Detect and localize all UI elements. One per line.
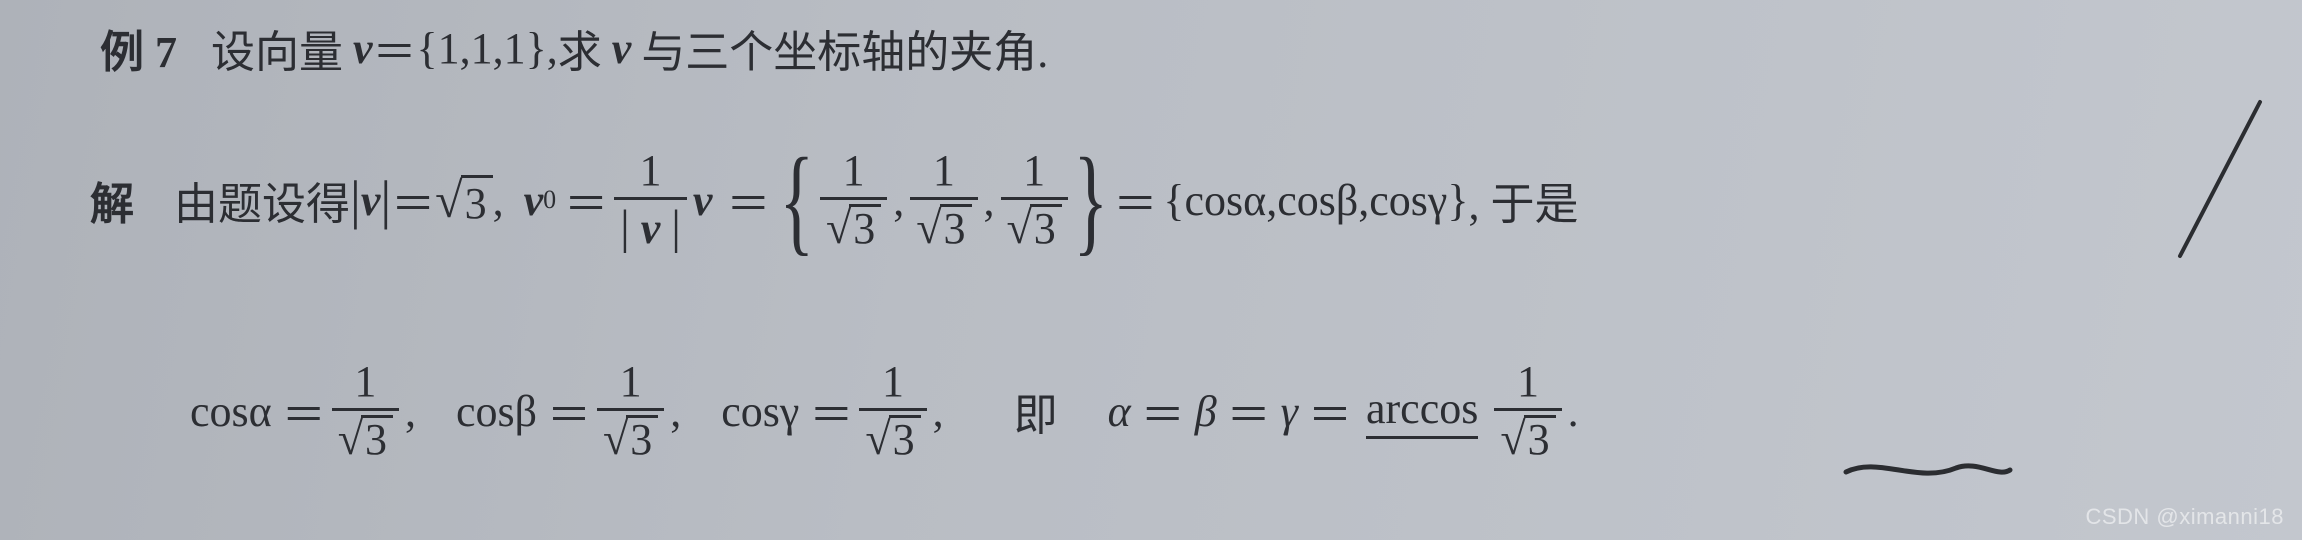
text: 由题设得 (174, 168, 350, 232)
abs-close: | (380, 169, 391, 231)
text-ji: 即 (1014, 379, 1058, 443)
period: . (1568, 386, 1579, 437)
equals: ＝ (809, 379, 853, 443)
brace-close: } (1073, 140, 1108, 260)
brace-open: { (417, 23, 438, 74)
equals: ＝ (1308, 379, 1352, 443)
brace-open: { (1163, 175, 1184, 226)
cos-alpha: cosα (190, 386, 272, 437)
equals: ＝ (373, 16, 417, 80)
vector-v: v (353, 23, 373, 74)
comma: , (893, 175, 904, 226)
comma: , (405, 386, 416, 437)
comma: , (933, 386, 944, 437)
vector-v: v (612, 23, 632, 74)
brace-open: { (780, 140, 815, 260)
equals: ＝ (282, 379, 326, 443)
cos-beta: cosβ (1277, 175, 1358, 226)
comma: , (547, 23, 558, 74)
brace-close: } (526, 23, 547, 74)
fraction-1-over-sqrt3: 1 √3 (597, 360, 664, 462)
solution-label: 解 (90, 168, 134, 232)
alpha: α (1108, 386, 1131, 437)
beta: β (1195, 386, 1217, 437)
text: 设向量 (211, 16, 343, 80)
example-label: 例 7 (100, 16, 177, 80)
equals: ＝ (1141, 379, 1185, 443)
fraction-1-over-sqrt3: 1 √3 (820, 149, 887, 251)
comma: , (670, 386, 681, 437)
cos-beta: cosβ (456, 386, 537, 437)
page: 例 7 设向量 v ＝ { 1,1,1 } , 求 v 与三个坐标轴的夹角. 解… (0, 0, 2302, 540)
fraction-1-over-sqrt3: 1 √3 (1494, 360, 1561, 462)
text: 与三个坐标轴的夹角. (641, 16, 1048, 80)
fraction-1-over-absv: 1 | v | (614, 149, 687, 252)
fraction-1-over-sqrt3: 1 √3 (859, 360, 926, 462)
text: , 于是 (1469, 168, 1579, 232)
gamma: γ (1281, 386, 1298, 437)
equals: ＝ (1113, 168, 1157, 232)
abs-open: | (350, 169, 361, 231)
equals: ＝ (391, 168, 435, 232)
cos-alpha: cosα (1185, 175, 1267, 226)
arccos: arccos (1366, 383, 1478, 439)
solution-line-1: 解 由题设得 | v | ＝ √ 3 , v 0 ＝ 1 | v | v ＝ { (90, 140, 1579, 260)
comma: , (984, 175, 995, 226)
equals: ＝ (1227, 379, 1271, 443)
sqrt-3: √ 3 (435, 171, 492, 229)
text: 求 (558, 16, 602, 80)
brace-close: } (1447, 175, 1468, 226)
watermark: CSDN @ximanni18 (2085, 504, 2284, 530)
underline-scribble-icon (1838, 450, 2018, 490)
superscript-0: 0 (543, 185, 556, 215)
equals: ＝ (547, 379, 591, 443)
problem-line: 例 7 设向量 v ＝ { 1,1,1 } , 求 v 与三个坐标轴的夹角. (100, 16, 1048, 80)
vector-v: v (693, 175, 713, 226)
solution-line-2: cosα ＝ 1 √3 , cosβ ＝ 1 √3 , cosγ ＝ 1 √3 … (190, 360, 1579, 462)
comma: , (493, 175, 504, 226)
vector-v: v (524, 175, 544, 226)
comma: , (1266, 175, 1277, 226)
fraction-1-over-sqrt3: 1 √3 (332, 360, 399, 462)
pen-stroke-icon (2150, 96, 2270, 266)
set-values: 1,1,1 (438, 23, 526, 74)
equals: ＝ (726, 168, 770, 232)
fraction-1-over-sqrt3: 1 √3 (910, 149, 977, 251)
cos-gamma: cosγ (721, 386, 799, 437)
fraction-1-over-sqrt3: 1 √3 (1001, 149, 1068, 251)
cos-gamma: cosγ (1369, 175, 1447, 226)
comma: , (1358, 175, 1369, 226)
equals: ＝ (564, 168, 608, 232)
vector-v: v (361, 175, 381, 226)
